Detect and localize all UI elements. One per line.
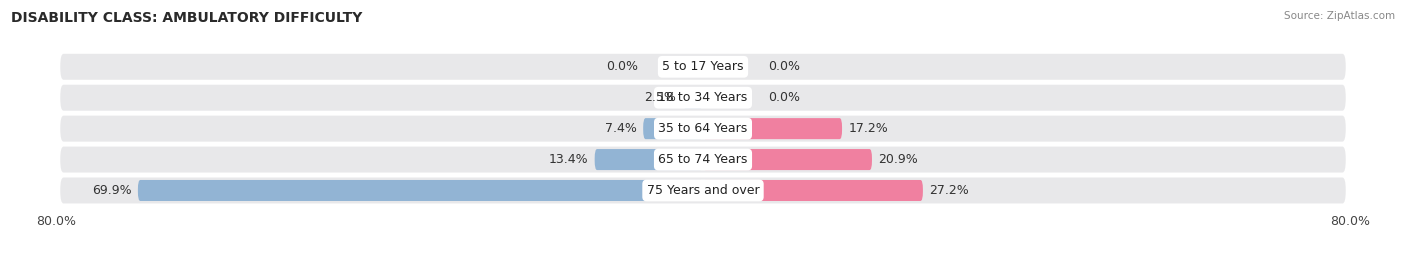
FancyBboxPatch shape (60, 116, 1346, 142)
Text: 0.0%: 0.0% (606, 60, 638, 73)
Text: 0.0%: 0.0% (768, 60, 800, 73)
Text: 7.4%: 7.4% (605, 122, 637, 135)
FancyBboxPatch shape (703, 149, 872, 170)
Text: 13.4%: 13.4% (548, 153, 588, 166)
FancyBboxPatch shape (60, 85, 1346, 111)
FancyBboxPatch shape (60, 54, 1346, 80)
FancyBboxPatch shape (60, 147, 1346, 173)
Text: 75 Years and over: 75 Years and over (647, 184, 759, 197)
Text: Source: ZipAtlas.com: Source: ZipAtlas.com (1284, 11, 1395, 21)
FancyBboxPatch shape (703, 180, 922, 201)
FancyBboxPatch shape (683, 87, 703, 108)
Text: 5 to 17 Years: 5 to 17 Years (662, 60, 744, 73)
Text: 2.5%: 2.5% (644, 91, 676, 104)
FancyBboxPatch shape (703, 118, 842, 139)
Text: 69.9%: 69.9% (91, 184, 131, 197)
Text: 18 to 34 Years: 18 to 34 Years (658, 91, 748, 104)
Text: 35 to 64 Years: 35 to 64 Years (658, 122, 748, 135)
Text: DISABILITY CLASS: AMBULATORY DIFFICULTY: DISABILITY CLASS: AMBULATORY DIFFICULTY (11, 11, 363, 25)
FancyBboxPatch shape (643, 118, 703, 139)
Legend: Male, Female: Male, Female (640, 263, 766, 268)
Text: 17.2%: 17.2% (849, 122, 889, 135)
Text: 65 to 74 Years: 65 to 74 Years (658, 153, 748, 166)
FancyBboxPatch shape (138, 180, 703, 201)
FancyBboxPatch shape (595, 149, 703, 170)
FancyBboxPatch shape (60, 177, 1346, 203)
Text: 27.2%: 27.2% (929, 184, 969, 197)
Text: 0.0%: 0.0% (768, 91, 800, 104)
Text: 20.9%: 20.9% (879, 153, 918, 166)
